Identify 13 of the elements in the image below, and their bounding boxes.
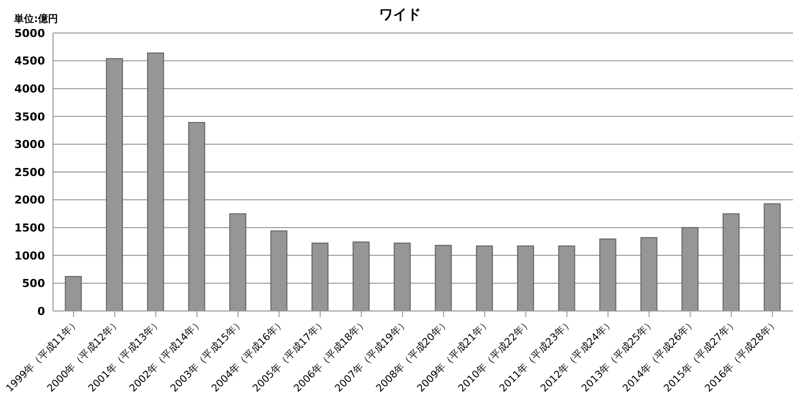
chart-title: ワイド <box>379 7 421 23</box>
y-tick-label: 3000 <box>14 138 46 152</box>
y-tick-label: 1500 <box>14 222 46 235</box>
y-tick-label: 2000 <box>14 194 46 207</box>
y-tick-label: 0 <box>37 304 46 318</box>
y-tick-label: 5000 <box>14 26 46 40</box>
y-tick-label: 2500 <box>14 166 46 179</box>
y-tick-label: 1000 <box>14 249 46 262</box>
y-tick-label: 3500 <box>14 110 46 124</box>
y-tick-label: 4000 <box>14 82 46 96</box>
y-axis-title: 単位:億円 <box>14 12 58 26</box>
y-tick-label: 4500 <box>14 54 46 68</box>
y-tick-label: 500 <box>22 277 46 290</box>
